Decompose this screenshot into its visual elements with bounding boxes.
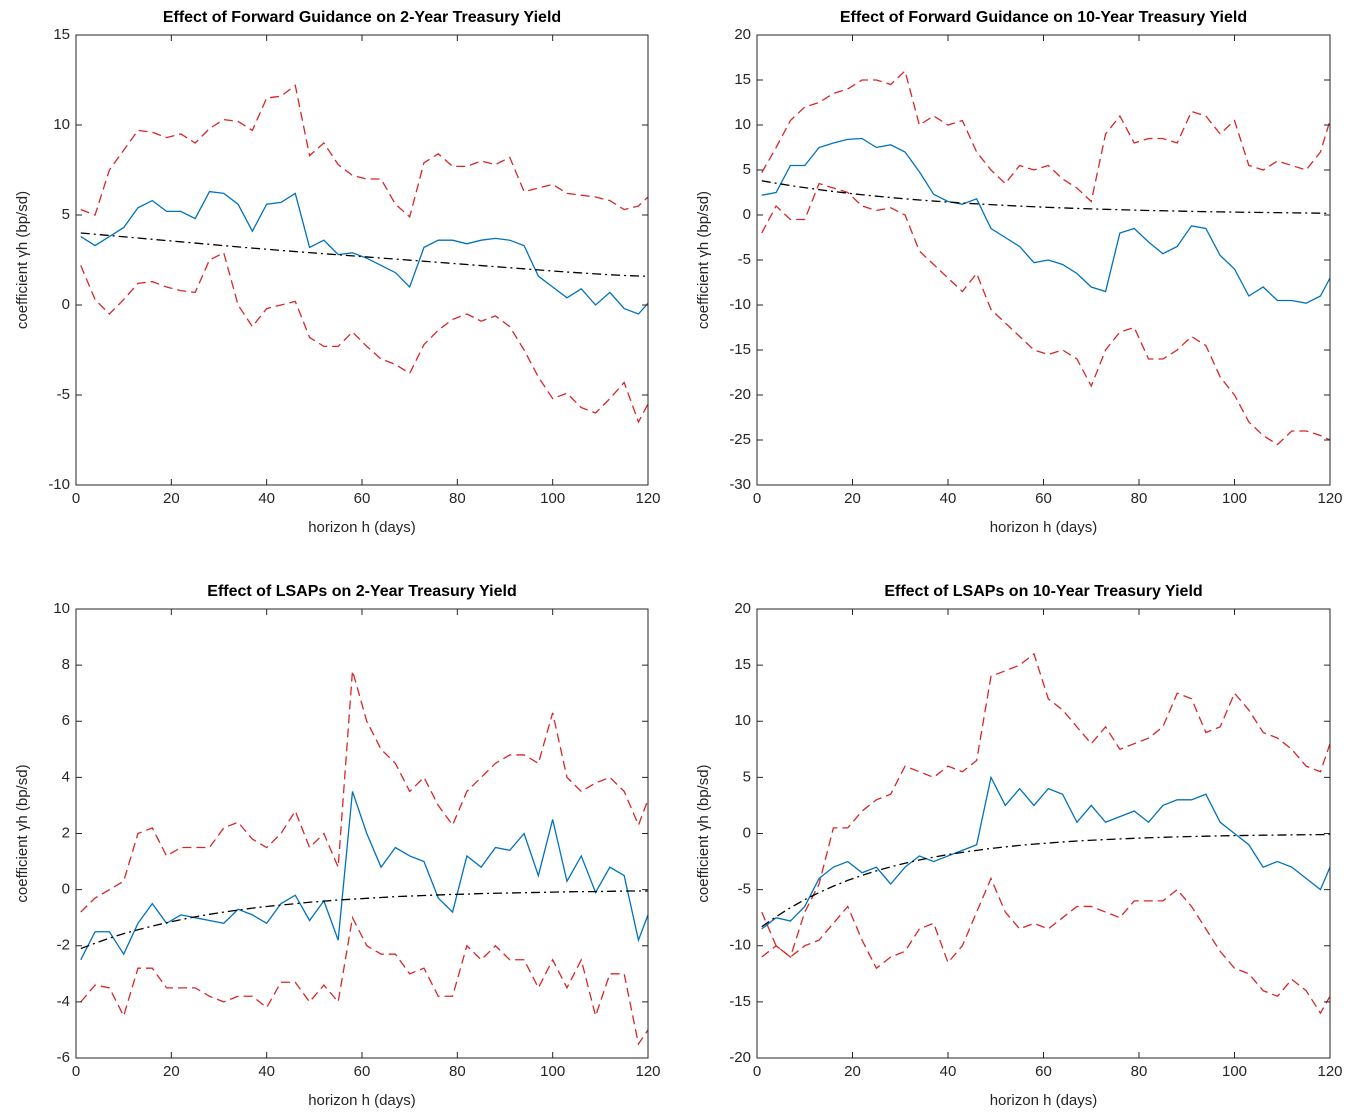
y-tick-label: 4 xyxy=(62,768,70,785)
y-tick-label: 8 xyxy=(62,656,70,673)
y-tick-label: 15 xyxy=(734,656,751,673)
y-tick-label: -10 xyxy=(729,937,751,954)
x-tick-label: 40 xyxy=(940,490,957,507)
x-tick-label: 20 xyxy=(163,1063,180,1080)
x-tick-label: 0 xyxy=(72,1063,80,1080)
y-tick-label: 15 xyxy=(734,71,751,88)
x-tick-label: 120 xyxy=(1317,490,1342,507)
x-tick-label: 20 xyxy=(844,1063,861,1080)
y-tick-label: -5 xyxy=(738,251,751,268)
x-tick-label: 100 xyxy=(540,1063,565,1080)
y-tick-label: 6 xyxy=(62,712,70,729)
y-tick-label: 20 xyxy=(734,26,751,43)
y-tick-label: 5 xyxy=(62,206,70,223)
plot-area xyxy=(757,35,1330,485)
y-tick-label: 0 xyxy=(62,881,70,898)
x-axis-label: horizon h (days) xyxy=(990,519,1098,536)
x-tick-label: 40 xyxy=(258,490,275,507)
y-tick-label: -15 xyxy=(729,341,751,358)
x-axis-label: horizon h (days) xyxy=(308,519,416,536)
x-tick-label: 120 xyxy=(1317,1063,1342,1080)
x-tick-label: 100 xyxy=(1222,1063,1247,1080)
x-tick-label: 100 xyxy=(540,490,565,507)
x-tick-label: 60 xyxy=(1035,490,1052,507)
chart-title: Effect of Forward Guidance on 2-Year Tre… xyxy=(163,9,561,26)
y-tick-label: 15 xyxy=(53,26,70,43)
y-axis-label: coefficient γh (bp/sd) xyxy=(695,191,712,329)
series-line xyxy=(80,84,649,218)
x-tick-label: 0 xyxy=(753,1063,761,1080)
series-line xyxy=(761,876,1331,1015)
series-line xyxy=(761,652,1331,959)
y-tick-label: -20 xyxy=(729,1049,751,1066)
y-tick-label: -5 xyxy=(57,386,70,403)
series-line xyxy=(761,775,1331,930)
y-tick-label: -5 xyxy=(738,881,751,898)
series-line xyxy=(761,180,1331,214)
series-line xyxy=(80,232,649,277)
x-tick-label: 0 xyxy=(753,490,761,507)
chart-title: Effect of LSAPs on 10-Year Treasury Yiel… xyxy=(884,583,1202,600)
x-tick-label: 80 xyxy=(449,490,466,507)
y-tick-label: 0 xyxy=(743,206,751,223)
plot-area xyxy=(76,609,648,1058)
series-line xyxy=(80,251,649,424)
y-tick-label: -25 xyxy=(729,431,751,448)
x-tick-label: 20 xyxy=(163,490,180,507)
y-tick-label: 2 xyxy=(62,824,70,841)
plot-area xyxy=(76,35,648,485)
x-tick-label: 0 xyxy=(72,490,80,507)
y-tick-label: 10 xyxy=(53,116,70,133)
x-tick-label: 20 xyxy=(844,490,861,507)
x-tick-label: 40 xyxy=(258,1063,275,1080)
series-line xyxy=(761,137,1331,304)
series-line xyxy=(80,190,649,315)
x-axis-label: horizon h (days) xyxy=(990,1092,1098,1109)
y-tick-label: 5 xyxy=(743,768,751,785)
y-tick-label: -6 xyxy=(57,1049,70,1066)
y-tick-label: -30 xyxy=(729,476,751,493)
y-tick-label: -10 xyxy=(48,476,70,493)
y-tick-label: -20 xyxy=(729,386,751,403)
y-axis-label: coefficient γh (bp/sd) xyxy=(14,191,31,329)
series-line xyxy=(80,670,649,913)
y-tick-label: 10 xyxy=(734,712,751,729)
series-line xyxy=(80,791,649,961)
series-line xyxy=(80,915,649,1046)
y-tick-label: -10 xyxy=(729,296,751,313)
chart-title: Effect of LSAPs on 2-Year Treasury Yield xyxy=(207,583,516,600)
x-tick-label: 60 xyxy=(354,490,371,507)
series-line xyxy=(761,182,1331,446)
y-axis-label: coefficient γh (bp/sd) xyxy=(14,764,31,902)
x-axis-label: horizon h (days) xyxy=(308,1092,416,1109)
y-tick-label: 5 xyxy=(743,161,751,178)
chart-title: Effect of Forward Guidance on 10-Year Tr… xyxy=(840,9,1247,26)
y-tick-label: 10 xyxy=(734,116,751,133)
y-tick-label: 0 xyxy=(743,824,751,841)
x-tick-label: 60 xyxy=(354,1063,371,1080)
series-line xyxy=(761,69,1331,203)
series-line xyxy=(761,833,1331,928)
y-tick-label: -2 xyxy=(57,937,70,954)
y-tick-label: 20 xyxy=(734,600,751,617)
x-tick-label: 100 xyxy=(1222,490,1247,507)
y-tick-label: 10 xyxy=(53,600,70,617)
x-tick-label: 60 xyxy=(1035,1063,1052,1080)
x-tick-label: 80 xyxy=(1131,1063,1148,1080)
y-tick-label: 0 xyxy=(62,296,70,313)
x-tick-label: 80 xyxy=(1131,490,1148,507)
x-tick-label: 80 xyxy=(449,1063,466,1080)
x-tick-label: 40 xyxy=(940,1063,957,1080)
y-tick-label: -4 xyxy=(57,993,70,1010)
y-tick-label: -15 xyxy=(729,993,751,1010)
series-line xyxy=(80,890,648,950)
x-tick-label: 120 xyxy=(635,490,660,507)
y-axis-label: coefficient γh (bp/sd) xyxy=(695,764,712,902)
plot-area xyxy=(757,609,1330,1058)
x-tick-label: 120 xyxy=(635,1063,660,1080)
